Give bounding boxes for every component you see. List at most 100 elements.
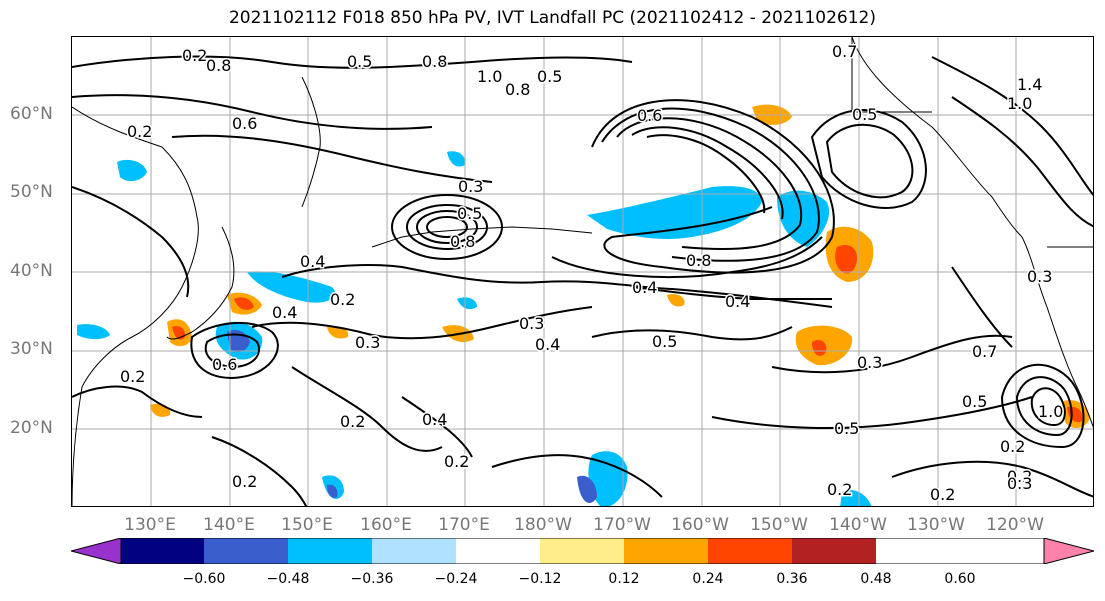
coast-alaska — [851, 37, 1023, 238]
contour-label: 1.4 — [1017, 75, 1042, 94]
contour-label: 0.6 — [637, 106, 662, 125]
map-plot-area: 0.8 0.5 0.8 1.0 0.5 0.8 0.2 0.6 0.3 0.5 … — [71, 36, 1094, 507]
contour-label: 0.2 — [340, 412, 365, 431]
colorbar-segment — [708, 538, 792, 564]
contour-0-4a — [281, 264, 833, 308]
contour-label: 0.3 — [1007, 474, 1032, 493]
contour-top-1 — [72, 55, 633, 69]
contour-label: 0.3 — [355, 333, 380, 352]
contour-label: 0.2 — [1000, 437, 1025, 456]
coast-japan — [166, 226, 235, 340]
colorbar-segment — [121, 538, 204, 564]
shade-purple-subtropic — [577, 475, 597, 503]
contour-0-4b — [631, 286, 832, 301]
contour-label: 0.4 — [535, 335, 560, 354]
contour-label: 0.6 — [232, 114, 257, 133]
lon-label-180w: 180°W — [514, 515, 572, 535]
map-svg: 0.8 0.5 0.8 1.0 0.5 0.8 0.2 0.6 0.3 0.5 … — [72, 37, 1093, 506]
contour-ne-2 — [825, 123, 914, 199]
contour-label: 0.8 — [450, 232, 475, 251]
contour-top-3 — [171, 134, 493, 183]
contour-label: 1.0 — [1007, 94, 1032, 113]
contour-top-2 — [72, 94, 433, 130]
graticule — [72, 37, 1093, 506]
border-alaska — [851, 37, 932, 113]
contour-label: 0.2 — [444, 452, 469, 471]
contour-s-1 — [211, 436, 308, 506]
lon-label-140e: 140°E — [203, 515, 255, 535]
contour-label: 0.4 — [632, 278, 657, 297]
contour-label: 0.5 — [652, 332, 677, 351]
lon-label-120w: 120°W — [986, 515, 1044, 535]
lon-label-150w: 150°W — [750, 515, 808, 535]
contour-label: 0.4 — [300, 252, 325, 271]
coast-aleutians — [371, 226, 593, 248]
lon-label-160e: 160°E — [360, 515, 412, 535]
lon-label-140w: 140°W — [829, 515, 887, 535]
contour-0-3b — [771, 334, 1013, 374]
contour-gulf-3 — [616, 117, 803, 251]
contour-e-1 — [951, 266, 1013, 348]
contour-label: 0.5 — [457, 204, 482, 223]
contour-label: 0.8 — [686, 251, 711, 270]
contour-0-3a — [251, 306, 593, 340]
shade-blue-w2 — [77, 324, 110, 340]
colorbar-extend-high — [1044, 538, 1094, 564]
contour-label: 0.4 — [272, 303, 297, 322]
shade-orange-c2 — [667, 294, 685, 307]
lon-label-160w: 160°W — [671, 515, 729, 535]
contour-label: 0.3 — [458, 177, 483, 196]
colorbar-segment — [540, 538, 624, 564]
contour-w-2 — [72, 385, 203, 418]
lon-label-170w: 170°W — [593, 515, 651, 535]
lon-label-130e: 130°E — [124, 515, 176, 535]
contour-label: 0.5 — [834, 419, 859, 438]
shade-red-mid — [812, 340, 827, 356]
shade-orange-c3 — [150, 403, 171, 417]
contour-gulf-1 — [591, 99, 835, 274]
contour-gulf-2 — [601, 107, 820, 262]
contour-hawaii-2 — [1015, 376, 1073, 437]
contour-label: 0.2 — [930, 485, 955, 504]
contour-gulf-5 — [646, 134, 766, 214]
map-title: 2021102112 F018 850 hPa PV, IVT Landfall… — [228, 8, 876, 28]
contour-top-5 — [951, 96, 1093, 228]
contour-hawaii-1 — [1000, 363, 1085, 449]
colorbar-tick: −0.24 — [434, 571, 478, 587]
contour-label: 0.5 — [347, 52, 372, 71]
contour-0-2a — [291, 366, 443, 452]
colorbar-tick: −0.48 — [266, 571, 310, 587]
contour-label: 0.3 — [857, 353, 882, 372]
colorbar-tick: 0.12 — [608, 571, 640, 587]
contour-s-2 — [491, 454, 663, 498]
lat-label-50n: 50°N — [10, 182, 53, 202]
contour-japan-2 — [204, 333, 260, 369]
contours — [72, 55, 1093, 506]
colorbar-tick: 0.60 — [944, 571, 976, 587]
contour-gulf-4 — [631, 126, 784, 220]
shade-blue-se — [840, 490, 872, 506]
lon-label-170e: 170°E — [438, 515, 490, 535]
colorbar-segment — [372, 538, 456, 564]
contour-label: 0.7 — [972, 342, 997, 361]
contour-label: 0.4 — [422, 410, 447, 429]
coast-na — [1021, 236, 1093, 428]
colorbar-segment — [204, 538, 288, 564]
lat-label-20n: 20°N — [10, 418, 53, 438]
contour-label: 0.8 — [206, 56, 231, 75]
shade-blue-c — [457, 297, 477, 310]
shade-red-japan-n — [234, 297, 254, 310]
contour-label: 0.2 — [827, 480, 852, 499]
contour-low-center-1 — [406, 204, 488, 250]
colorbar-outline — [71, 538, 1094, 564]
shade-blue-east-japan — [247, 271, 336, 303]
coast-asia — [72, 106, 199, 506]
colorbar-segment — [456, 538, 540, 564]
contour-0-5 — [591, 326, 793, 341]
contour-label: 0.5 — [852, 105, 877, 124]
contour-low-center-4 — [391, 194, 503, 260]
colorbar-tick: 0.24 — [692, 571, 724, 587]
contour-top-4 — [931, 56, 1093, 197]
contour-low-center-2 — [416, 210, 478, 244]
colorbar-extend-low — [71, 538, 121, 564]
